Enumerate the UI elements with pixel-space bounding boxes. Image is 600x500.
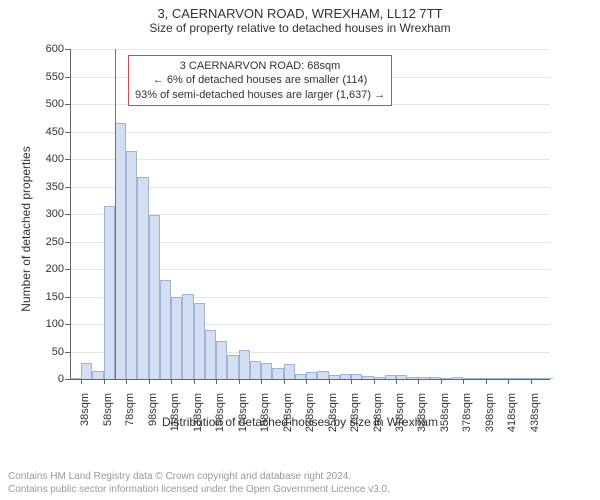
x-tick-mark: [104, 379, 105, 384]
histogram-bar: [261, 363, 272, 380]
histogram-bar: [205, 330, 216, 380]
histogram-bar: [104, 206, 115, 379]
y-tick-label: 300: [20, 208, 64, 220]
y-tick-label: 500: [20, 98, 64, 110]
x-tick-mark: [126, 379, 127, 384]
x-tick-mark: [531, 379, 532, 384]
histogram-bar: [149, 215, 160, 379]
x-axis-label: Distribution of detached houses by size …: [20, 415, 580, 429]
histogram-bar: [317, 371, 328, 379]
x-tick-mark: [396, 379, 397, 384]
y-tick-label: 250: [20, 236, 64, 248]
histogram-bar: [194, 303, 205, 379]
histogram-bar: [182, 294, 193, 379]
x-tick-mark: [239, 379, 240, 384]
x-tick-mark: [486, 379, 487, 384]
gridline: [70, 132, 550, 133]
y-tick-label: 0: [20, 373, 64, 385]
histogram-bar: [239, 350, 250, 379]
marker-info-box: 3 CAERNARVON ROAD: 68sqm ← 6% of detache…: [128, 55, 392, 106]
chart-subtitle: Size of property relative to detached ho…: [0, 21, 600, 35]
x-tick-mark: [261, 379, 262, 384]
histogram-bar: [216, 341, 227, 380]
x-axis-line: [70, 379, 550, 380]
plot-area: 3 CAERNARVON ROAD: 68sqm ← 6% of detache…: [70, 49, 550, 379]
credits-line-1: Contains HM Land Registry data © Crown c…: [8, 471, 390, 484]
histogram-bar: [81, 363, 92, 380]
x-tick-mark: [81, 379, 82, 384]
histogram-bar: [250, 361, 261, 379]
credits: Contains HM Land Registry data © Crown c…: [8, 471, 390, 496]
x-tick-mark: [418, 379, 419, 384]
x-tick-mark: [149, 379, 150, 384]
y-tick-label: 150: [20, 291, 64, 303]
y-tick-label: 450: [20, 126, 64, 138]
y-tick-label: 50: [20, 346, 64, 358]
y-tick-label: 350: [20, 181, 64, 193]
gridline: [70, 49, 550, 50]
y-tick-label: 100: [20, 318, 64, 330]
x-tick-mark: [441, 379, 442, 384]
histogram-bar: [160, 280, 171, 379]
x-tick-mark: [216, 379, 217, 384]
histogram-bar: [306, 372, 317, 379]
y-axis-line: [70, 49, 71, 379]
histogram-bar: [137, 177, 148, 379]
credits-line-2: Contains public sector information licen…: [8, 484, 390, 497]
histogram-bar: [171, 297, 182, 380]
x-tick-mark: [463, 379, 464, 384]
x-tick-mark: [171, 379, 172, 384]
x-tick-mark: [194, 379, 195, 384]
info-line-2: ← 6% of detached houses are smaller (114…: [135, 73, 385, 87]
x-tick-mark: [284, 379, 285, 384]
y-tick-label: 550: [20, 71, 64, 83]
chart-title: 3, CAERNARVON ROAD, WREXHAM, LL12 7TT: [0, 6, 600, 21]
info-line-3: 93% of semi-detached houses are larger (…: [135, 88, 385, 102]
y-axis-label: Number of detached properties: [19, 146, 33, 311]
property-marker-line: [115, 49, 116, 379]
histogram-bar: [227, 355, 238, 379]
histogram-bar: [92, 371, 103, 379]
x-tick-mark: [306, 379, 307, 384]
y-tick-label: 600: [20, 43, 64, 55]
x-tick-mark: [508, 379, 509, 384]
histogram-bar: [115, 123, 126, 379]
histogram-bar: [272, 368, 283, 379]
x-tick-mark: [351, 379, 352, 384]
histogram-bar: [284, 364, 295, 379]
y-tick-label: 200: [20, 263, 64, 275]
x-tick-mark: [374, 379, 375, 384]
chart-container: Number of detached properties 3 CAERNARV…: [20, 39, 580, 419]
gridline: [70, 159, 550, 160]
info-line-1: 3 CAERNARVON ROAD: 68sqm: [135, 59, 385, 73]
y-tick-label: 400: [20, 153, 64, 165]
x-tick-mark: [329, 379, 330, 384]
histogram-bar: [126, 151, 137, 379]
